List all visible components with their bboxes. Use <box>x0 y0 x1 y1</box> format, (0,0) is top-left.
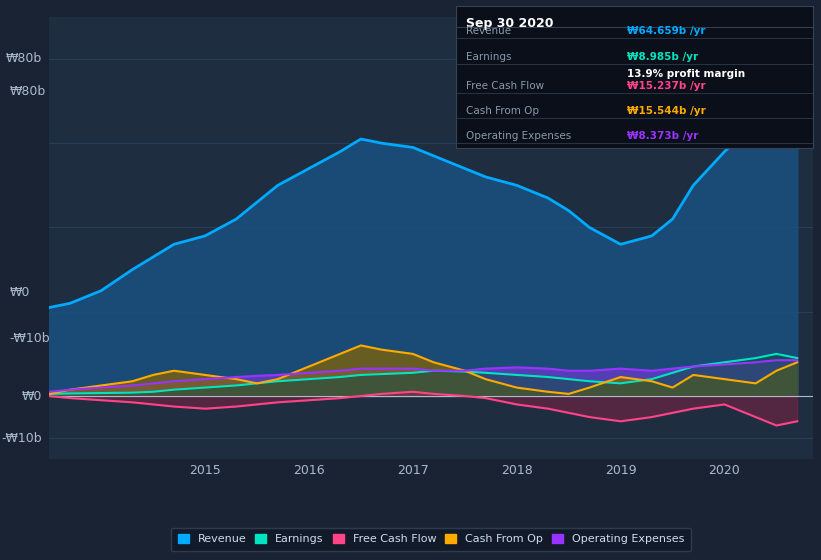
Legend: Revenue, Earnings, Free Cash Flow, Cash From Op, Operating Expenses: Revenue, Earnings, Free Cash Flow, Cash … <box>171 528 691 551</box>
Text: Operating Expenses: Operating Expenses <box>466 130 571 141</box>
Text: Sep 30 2020: Sep 30 2020 <box>466 17 554 30</box>
Text: -₩10b: -₩10b <box>1 432 42 445</box>
Text: 13.9% profit margin: 13.9% profit margin <box>627 69 745 79</box>
Text: ₩15.544b /yr: ₩15.544b /yr <box>627 106 706 116</box>
Text: ₩80b: ₩80b <box>6 53 42 66</box>
Text: ₩0: ₩0 <box>21 390 42 403</box>
Text: Cash From Op: Cash From Op <box>466 106 539 116</box>
Text: -₩10b: -₩10b <box>10 332 50 346</box>
Text: ₩0: ₩0 <box>10 286 30 299</box>
Text: ₩64.659b /yr: ₩64.659b /yr <box>627 26 705 36</box>
Text: ₩80b: ₩80b <box>10 85 46 98</box>
Text: ₩8.985b /yr: ₩8.985b /yr <box>627 52 698 62</box>
Text: Earnings: Earnings <box>466 52 511 62</box>
Text: Free Cash Flow: Free Cash Flow <box>466 81 544 91</box>
Text: Revenue: Revenue <box>466 26 511 36</box>
Text: ₩8.373b /yr: ₩8.373b /yr <box>627 130 699 141</box>
Text: ₩15.237b /yr: ₩15.237b /yr <box>627 81 706 91</box>
